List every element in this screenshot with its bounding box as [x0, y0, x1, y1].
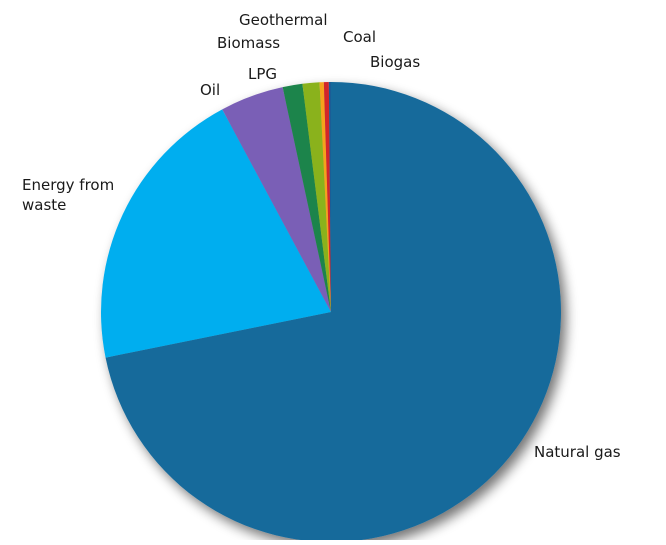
pie-slice-geothermal — [319, 82, 331, 312]
pie-label-lpg: LPG — [248, 65, 277, 83]
pie-labels: Natural gas Energy from waste Oil LPG Biomass… — [22, 11, 621, 461]
pie-label-oil: Oil — [200, 81, 220, 99]
pie-label-geothermal: Geothermal — [239, 11, 328, 29]
pie-slice-energy-from-waste — [101, 109, 331, 358]
pie-slice-lpg — [282, 83, 331, 312]
pie-slice-biomass — [302, 82, 331, 312]
pie-slice-coal — [323, 82, 331, 312]
pie-slice-natural-gas — [105, 82, 562, 542]
pie-slice-oil — [222, 87, 331, 313]
pie-slices — [101, 82, 562, 542]
pie-label-energy-from-waste: Energy from waste — [22, 176, 114, 214]
pie-label-biomass: Biomass — [217, 34, 280, 52]
pie-label-natural-gas: Natural gas — [534, 443, 621, 461]
pie-label-coal: Coal — [343, 28, 376, 46]
pie-slice-biogas — [328, 82, 331, 312]
pie-label-biogas: Biogas — [370, 53, 420, 71]
